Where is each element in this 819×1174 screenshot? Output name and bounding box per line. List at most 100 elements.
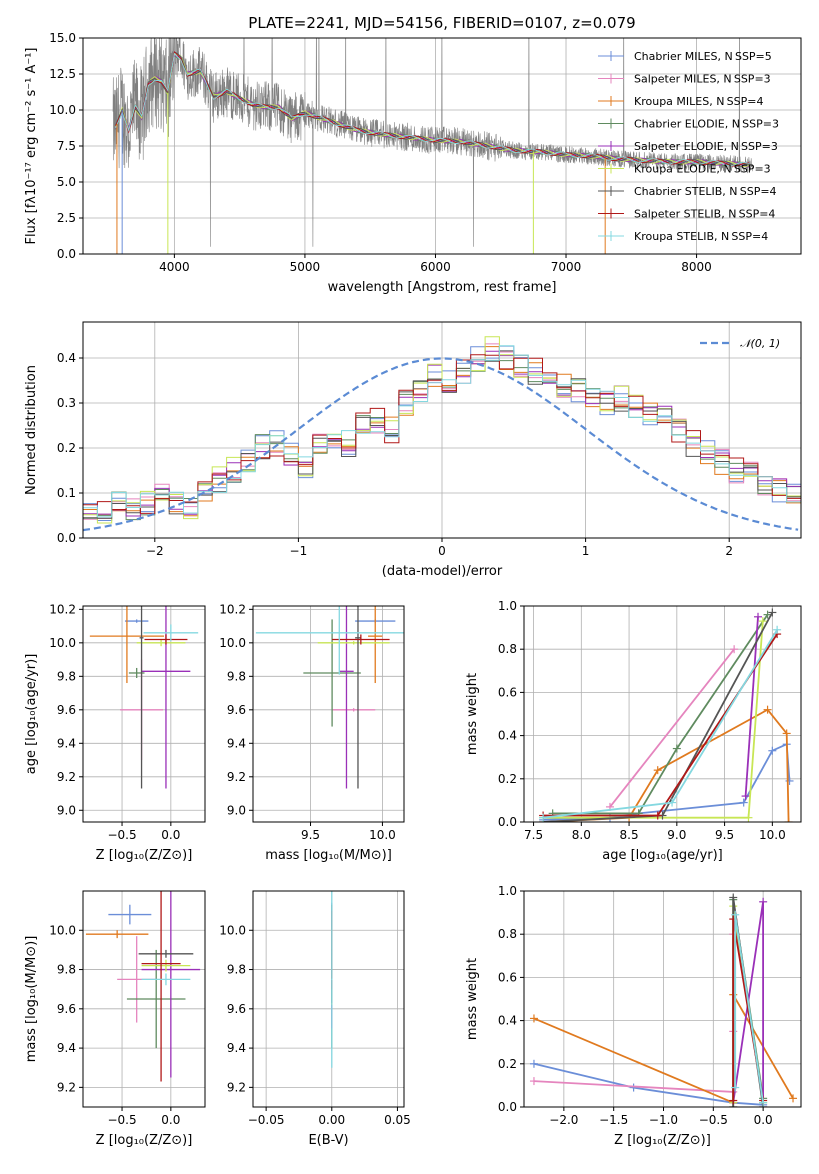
x-tick-label: 0.0 — [161, 828, 180, 842]
errorbar-point-7 — [139, 606, 144, 789]
legend-label-7: Chabrier STELIB, N SSP=4 — [634, 185, 777, 198]
y-tick-label: 1.0 — [498, 884, 517, 898]
weight-line-series-9 — [734, 914, 764, 1103]
legend-label-3: Kroupa MILES, N SSP=4 — [634, 95, 763, 108]
y-tick-label: 0.3 — [57, 396, 76, 410]
y-tick-label: 10.0 — [49, 923, 76, 937]
y-axis-label: mass weight — [465, 958, 480, 1040]
legend-label-9: Kroupa STELIB, N SSP=4 — [634, 230, 768, 243]
x-tick-label: 10.0 — [369, 828, 396, 842]
y-tick-label: 9.8 — [57, 963, 76, 977]
legend: Chabrier MILES, N SSP=5 Salpeter MILES, N… — [598, 50, 779, 243]
weight-marker — [763, 705, 772, 714]
y-tick-label: 9.4 — [57, 1041, 76, 1055]
weight-line-series-4 — [552, 614, 769, 815]
weight-line-series-1 — [533, 1062, 764, 1106]
weight-marker — [768, 608, 777, 617]
y-tick-label: 0.4 — [57, 351, 76, 365]
x-tick-label: 7000 — [551, 260, 582, 274]
axes-frame — [523, 605, 802, 823]
y-axis-label: mass weight — [465, 673, 480, 755]
x-tick-label: 9.5 — [715, 828, 734, 842]
x-tick-label: −2 — [146, 544, 164, 558]
y-tick-label: 10.2 — [49, 602, 76, 616]
legend-label-6: Kroupa ELODIE, N SSP=3 — [634, 163, 771, 176]
weight-marker — [729, 893, 738, 902]
x-tick-label: 2 — [725, 544, 733, 558]
x-axis-label: mass [log₁₀(M/M⊙)] — [265, 848, 392, 863]
weight-marker — [629, 1083, 638, 1092]
y-tick-label: 0.0 — [498, 1100, 517, 1114]
y-tick-label: 9.8 — [227, 963, 246, 977]
legend-label-8: Salpeter STELIB, N SSP=4 — [634, 208, 775, 221]
errorbar-point-4 — [126, 949, 186, 1049]
x-tick-label: 8.0 — [572, 828, 591, 842]
x-tick-label: 0.0 — [754, 1113, 773, 1127]
normal-distribution-curve — [83, 357, 799, 532]
y-tick-label: 12.5 — [49, 67, 76, 81]
y-tick-label: 0.0 — [57, 247, 76, 261]
y-axis-label: mass [log₁₀(M/M⊙)] — [24, 936, 39, 1063]
model-spectrum-line-9 — [115, 52, 749, 167]
x-axis-label: Z [log₁₀(Z/Z⊙)] — [96, 1133, 193, 1148]
errorbar-point-9 — [255, 606, 404, 675]
panel-weight-vs-Z: −2.0 −1.5 −1.0 −0.5 0.0 0.0 0.2 0.4 0.6 0.8 1.0 Z [… — [465, 884, 802, 1148]
panel-weight-vs-age: 7.5 8.0 8.5 9.0 9.5 10.0 0.0 0.2 0.4 0.6 0.8 1.0 age… — [465, 599, 802, 863]
legend-label-1: Chabrier MILES, N SSP=5 — [634, 50, 772, 63]
model-spectrum-line-5 — [115, 54, 749, 168]
legend-label-normal: 𝒩(0, 1) — [740, 337, 780, 350]
y-tick-label: 15.0 — [49, 31, 76, 45]
y-tick-label: 9.8 — [57, 669, 76, 683]
y-tick-label: 10.2 — [219, 602, 246, 616]
x-tick-label: 9.5 — [301, 828, 320, 842]
x-axis-label: E(B-V) — [308, 1133, 348, 1148]
y-tick-label: 10.0 — [219, 636, 246, 650]
errorbar-point-8 — [141, 891, 181, 1082]
weight-line-series-5 — [744, 616, 759, 797]
weight-marker — [789, 1094, 798, 1103]
x-tick-label: 0.0 — [161, 1113, 180, 1127]
y-tick-label: 10.0 — [49, 103, 76, 117]
weight-marker — [730, 645, 739, 654]
y-tick-label: 10.0 — [219, 923, 246, 937]
weight-marker — [739, 798, 748, 807]
y-tick-label: 9.6 — [57, 703, 76, 717]
errorbar-point-9 — [141, 973, 191, 986]
weight-marker — [759, 1098, 768, 1107]
plot-area — [539, 608, 794, 822]
errorbar-point-6 — [141, 959, 191, 972]
x-tick-label: −1 — [290, 544, 308, 558]
y-tick-label: 0.2 — [498, 1057, 517, 1071]
legend-label-4: Chabrier ELODIE, N SSP=3 — [634, 118, 779, 131]
y-tick-label: 0.8 — [498, 927, 517, 941]
y-tick-label: 0.6 — [498, 685, 517, 699]
x-tick-label: 1 — [582, 544, 590, 558]
axes-frame — [252, 890, 405, 1108]
y-tick-label: 9.8 — [227, 669, 246, 683]
weight-marker — [653, 811, 662, 820]
y-tick-label: 9.2 — [227, 770, 246, 784]
weight-marker — [731, 910, 740, 919]
weight-marker — [668, 798, 677, 807]
errorbar-point-2 — [332, 708, 376, 712]
x-tick-label: −0.5 — [107, 828, 136, 842]
y-tick-label: 1.0 — [498, 599, 517, 613]
y-axis-label: Flux [fλ10⁻¹⁷ erg cm⁻² s⁻¹ A⁻¹] — [24, 48, 39, 245]
y-tick-label: 9.0 — [227, 803, 246, 817]
x-tick-label: 9.0 — [667, 828, 686, 842]
weight-marker — [741, 792, 750, 801]
plot-area — [255, 606, 404, 789]
plot-area — [529, 893, 798, 1107]
errorbar-point-5 — [141, 606, 191, 789]
weight-marker — [759, 897, 768, 906]
weight-marker — [672, 744, 681, 753]
weight-marker — [784, 818, 793, 822]
weight-marker — [539, 813, 548, 822]
y-axis-label: age [log₁₀(age/yr)] — [24, 654, 39, 775]
panel-residuals: −2 −1 0 1 2 0.0 0.1 0.2 0.3 0.4 (data-model)/error… — [24, 321, 802, 579]
y-tick-label: 0.8 — [498, 642, 517, 656]
weight-line-series-7 — [543, 612, 774, 822]
plot-area — [112, 38, 753, 254]
x-tick-label: 4000 — [159, 260, 190, 274]
